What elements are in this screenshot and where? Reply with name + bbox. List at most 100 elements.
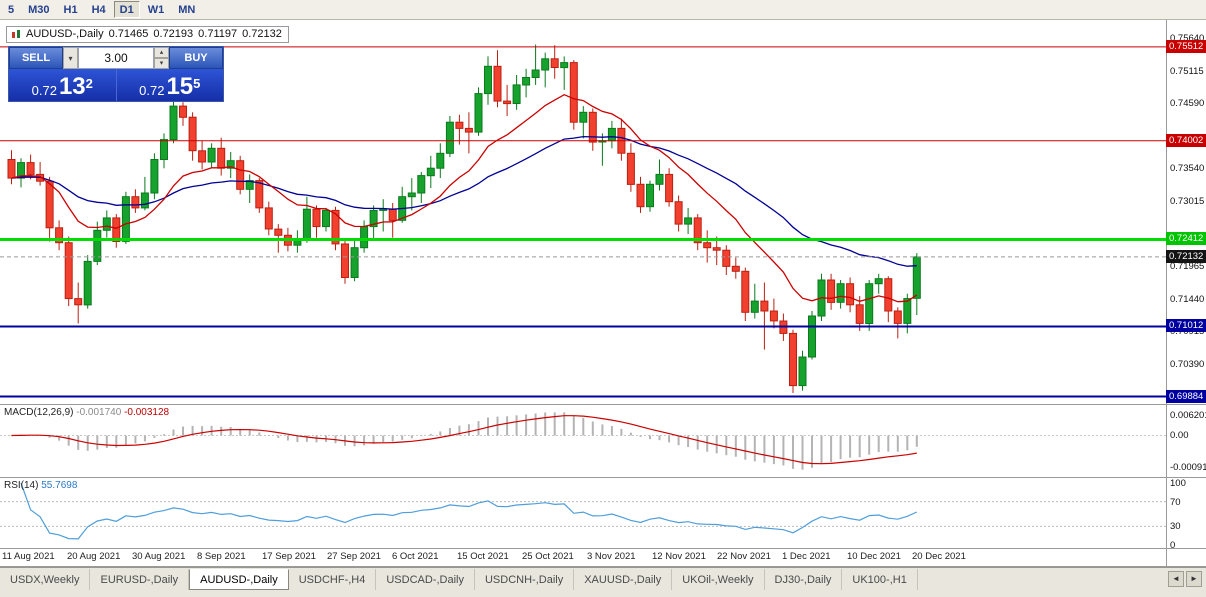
chart-tab-ukoil-weekly[interactable]: UKOil-,Weekly: [672, 569, 765, 590]
rsi-axis-label: 30: [1170, 521, 1181, 533]
sell-button[interactable]: SELL: [9, 47, 63, 69]
timeframe-button-mn[interactable]: MN: [172, 1, 201, 18]
chart-tab-dj30-daily[interactable]: DJ30-,Daily: [765, 569, 843, 590]
spinner-down-icon[interactable]: ▾: [154, 58, 169, 69]
date-axis-label: 1 Dec 2021: [782, 551, 831, 562]
macd-name: MACD(12,26,9): [4, 407, 74, 418]
timeframe-button-h1[interactable]: H1: [58, 1, 84, 18]
macd-indicator: [0, 412, 1166, 470]
date-axis-label: 8 Sep 2021: [197, 551, 246, 562]
price-axis-tick: 0.71440: [1170, 293, 1205, 305]
rsi-axis-label: 0: [1170, 540, 1176, 551]
date-axis-label: 17 Sep 2021: [262, 551, 316, 562]
price-axis-tick: 0.70390: [1170, 359, 1205, 371]
price-chart-canvas[interactable]: [0, 0, 1206, 567]
price-axis-tick: 0.73015: [1170, 196, 1205, 208]
chevron-down-icon: ▾: [68, 53, 73, 63]
timeframe-toolbar: 5 M30 H1 H4 D1 W1 MN: [0, 0, 1206, 20]
chart-tab-usdchf-h4[interactable]: USDCHF-,H4: [289, 569, 377, 590]
candlestick-series: [7, 44, 921, 393]
date-axis-label: 20 Dec 2021: [912, 551, 966, 562]
ohlc-open: 0.71465: [108, 28, 149, 40]
ohlc-close: 0.72132: [242, 28, 282, 40]
ma-lines: [11, 93, 918, 303]
bid-big-figure: 0.72: [31, 83, 57, 98]
date-axis-label: 27 Sep 2021: [327, 551, 381, 562]
bid-pipette: 2: [85, 76, 93, 91]
ask-pipette: 5: [193, 76, 201, 91]
tabs-scroll-right-button[interactable]: ►: [1186, 571, 1202, 587]
bid-pips: 13: [58, 73, 86, 100]
timeframe-button-w1[interactable]: W1: [142, 1, 171, 18]
price-axis-tick: 0.73540: [1170, 163, 1205, 175]
spinner-up-icon[interactable]: ▴: [154, 47, 169, 58]
macd-axis-label: -0.000919: [1170, 462, 1206, 473]
chart-symbol-title: AUDUSD-,Daily: [26, 28, 104, 40]
rsi-value: 55.7698: [41, 480, 78, 491]
macd-signal-value: -0.003128: [124, 407, 170, 418]
chart-tab-xauusd-daily[interactable]: XAUUSD-,Daily: [574, 569, 673, 590]
ask-pips: 15: [166, 73, 194, 100]
rsi-name: RSI(14): [4, 480, 39, 491]
volume-input[interactable]: [78, 47, 154, 69]
timeframe-button-h4[interactable]: H4: [86, 1, 112, 18]
tabs-scroll-left-button[interactable]: ◄: [1168, 571, 1184, 587]
horizontal-level-lines[interactable]: [0, 46, 1166, 398]
chart-tab-uk100-h1[interactable]: UK100-,H1: [842, 569, 918, 590]
price-line-badge: 0.69884: [1166, 389, 1206, 403]
ohlc-high: 0.72193: [153, 28, 194, 40]
rsi-label: RSI(14) 55.7698: [4, 480, 77, 491]
ask-price[interactable]: 0.72 15 5: [115, 69, 224, 101]
rsi-axis-label: 100: [1170, 478, 1186, 489]
price-line-badge: 0.74002: [1166, 133, 1206, 147]
chart-tab-usdx-weekly[interactable]: USDX,Weekly: [0, 569, 91, 590]
chart-tabs: USDX,Weekly EURUSD-,Daily AUDUSD-,Daily USD…: [0, 569, 918, 590]
buy-button[interactable]: BUY: [169, 47, 223, 69]
chart-tab-eurusd-daily[interactable]: EURUSD-,Daily: [90, 569, 190, 590]
chart-tabs-bar: USDX,Weekly EURUSD-,Daily AUDUSD-,Daily USD…: [0, 567, 1206, 597]
price-axis-tick: 0.71965: [1170, 261, 1205, 273]
date-axis-label: 12 Nov 2021: [652, 551, 706, 562]
rsi-indicator: [0, 482, 1166, 540]
date-axis-label: 3 Nov 2021: [587, 551, 636, 562]
volume-spinner: ▴ ▾: [154, 47, 169, 69]
date-axis-label: 25 Oct 2021: [522, 551, 574, 562]
date-axis-label: 10 Dec 2021: [847, 551, 901, 562]
date-axis-label: 30 Aug 2021: [132, 551, 186, 562]
trade-controls-row: SELL ▾ ▴ ▾ BUY: [9, 47, 223, 69]
chart-title-box: AUDUSD-,Daily 0.71465 0.72193 0.71197 0.…: [6, 26, 289, 43]
macd-axis-label: 0.006201: [1170, 410, 1206, 421]
timeframe-button-d1[interactable]: D1: [113, 1, 140, 18]
price-axis-tick: 0.75115: [1170, 65, 1204, 77]
price-axis-tick: 0.74590: [1170, 98, 1205, 110]
current-price-badge: 0.72132: [1166, 249, 1206, 263]
ask-big-figure: 0.72: [139, 83, 165, 98]
macd-label: MACD(12,26,9) -0.001740 -0.003128: [4, 407, 169, 418]
timeframe-button-5[interactable]: 5: [2, 1, 20, 18]
date-axis-label: 15 Oct 2021: [457, 551, 509, 562]
tab-scroll-buttons: ◄ ►: [1168, 568, 1206, 587]
price-line-badge: 0.71012: [1166, 319, 1206, 333]
price-line-badge: 0.72412: [1166, 232, 1206, 246]
chart-tab-usdcad-daily[interactable]: USDCAD-,Daily: [376, 569, 475, 590]
rsi-axis-label: 70: [1170, 496, 1181, 508]
timeframe-button-m30[interactable]: M30: [22, 1, 55, 18]
macd-axis-label: 0.00: [1170, 429, 1189, 441]
date-axis-label: 6 Oct 2021: [392, 551, 439, 562]
chart-icon: [11, 29, 21, 39]
price-line-badge: 0.75512: [1166, 39, 1206, 53]
date-axis-label: 20 Aug 2021: [67, 551, 121, 562]
macd-main-value: -0.001740: [76, 407, 122, 418]
chart-tab-usdcnh-daily[interactable]: USDCNH-,Daily: [475, 569, 575, 590]
bid-price[interactable]: 0.72 13 2: [9, 69, 116, 101]
ohlc-low: 0.71197: [198, 28, 238, 40]
date-axis-label: 11 Aug 2021: [2, 551, 55, 562]
price-axis-tick: 0.75640: [1170, 32, 1205, 44]
chart-tab-audusd-daily[interactable]: AUDUSD-,Daily: [189, 569, 289, 590]
volume-dropdown-button[interactable]: ▾: [63, 47, 78, 69]
one-click-trading-panel: SELL ▾ ▴ ▾ BUY 0.72 13 2 0.72 15 5: [8, 46, 224, 102]
date-axis-label: 22 Nov 2021: [717, 551, 771, 562]
pane-separators: [0, 20, 1206, 567]
quote-row: 0.72 13 2 0.72 15 5: [9, 69, 223, 101]
